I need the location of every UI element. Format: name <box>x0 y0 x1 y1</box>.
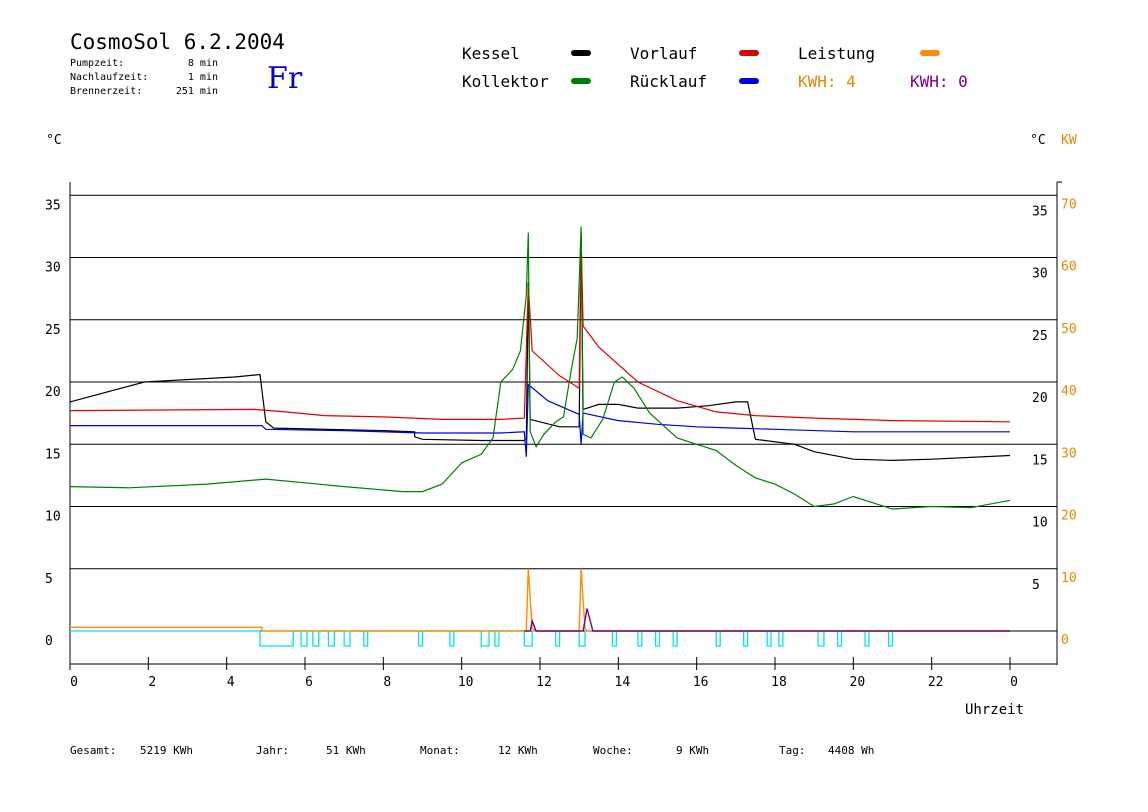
x-tick-label: 0 <box>1010 675 1018 690</box>
y-tick-label-right-kw: 40 <box>1061 384 1077 399</box>
x-axis-label: Uhrzeit <box>965 702 1025 718</box>
x-tick-label: 8 <box>383 675 391 690</box>
legend-leistung-label: Leistung <box>798 44 876 63</box>
footer-tag-value: 4408 Wh <box>828 744 875 757</box>
series-leistung <box>70 568 1010 632</box>
y-tick-label-left: 5 <box>45 572 53 587</box>
footer-woche-label: Woche: <box>593 744 633 757</box>
footer-gesamt-label: Gesamt: <box>70 744 117 757</box>
x-tick-label: 12 <box>536 675 552 690</box>
footer-monat-label: Monat: <box>420 744 460 757</box>
series-vorlauf <box>69 232 1011 423</box>
legend-kessel-swatch <box>571 50 591 56</box>
y-tick-label-right-kw: 0 <box>1061 633 1069 648</box>
y-tick-label-right-c: 30 <box>1032 267 1048 282</box>
legend-ruecklauf-swatch <box>739 78 759 84</box>
y-tick-label-left: 15 <box>45 447 61 462</box>
footer-tag-label: Tag: <box>779 744 806 757</box>
series-kessel <box>69 232 1011 462</box>
kwh-pump-label: KWH: 0 <box>910 72 968 91</box>
info-pumpzeit-label: Pumpzeit: <box>70 58 125 69</box>
y-tick-label-left: 20 <box>45 385 61 400</box>
info-brennerzeit-value: 251 min <box>175 86 218 97</box>
legend-ruecklauf-label: Rücklauf <box>630 72 708 91</box>
x-tick-label: 14 <box>615 675 631 690</box>
left-unit-label: °C <box>46 133 62 148</box>
tick-labels: 0 2 4 6 8 10 12 14 16 18 20 22 0 0 5 10 15 20 25 30 35 5 10 15 2… <box>45 197 1077 690</box>
axes <box>69 181 1062 670</box>
x-tick-label: 22 <box>928 675 944 690</box>
x-tick-label: 10 <box>458 675 474 690</box>
x-tick-label: 0 <box>70 675 78 690</box>
y-tick-label-left: 35 <box>45 198 61 213</box>
y-tick-label-right-c: 15 <box>1032 453 1048 468</box>
pump-pulses <box>70 630 1010 647</box>
x-tick-label: 6 <box>305 675 313 690</box>
y-tick-label-right-c: 5 <box>1032 578 1040 593</box>
right-unit-kw-label: KW <box>1061 133 1077 148</box>
x-tick-label: 18 <box>771 675 787 690</box>
y-tick-label-right-kw: 50 <box>1061 322 1077 337</box>
y-tick-label-right-kw: 60 <box>1061 260 1077 275</box>
y-tick-label-right-c: 25 <box>1032 329 1048 344</box>
y-tick-label-left: 30 <box>45 261 61 276</box>
info-pumpzeit-value: 8 min <box>187 58 218 69</box>
y-tick-label-right-c: 10 <box>1032 516 1048 531</box>
x-tick-label: 4 <box>227 675 235 690</box>
legend-kessel-label: Kessel <box>462 44 520 63</box>
x-tick-label: 2 <box>148 675 156 690</box>
y-tick-label-left: 0 <box>45 634 53 649</box>
legend-leistung-swatch <box>920 50 940 56</box>
info-nachlaufzeit-value: 1 min <box>187 72 218 83</box>
y-tick-label-right-kw: 10 <box>1061 571 1077 586</box>
weekday-label: Fr <box>267 61 303 96</box>
footer-monat-value: 12 KWh <box>498 744 538 757</box>
series-ruecklauf <box>70 383 1010 457</box>
legend-kollektor-swatch <box>571 78 591 84</box>
y-tick-label-right-c: 20 <box>1032 391 1048 406</box>
y-tick-label-left: 10 <box>45 510 61 525</box>
chart-title: CosmoSol 6.2.2004 <box>70 30 285 54</box>
footer-gesamt-value: 5219 KWh <box>140 744 193 757</box>
footer-jahr-label: Jahr: <box>256 744 290 757</box>
legend-kollektor-label: Kollektor <box>462 72 549 91</box>
pump-pulse-line <box>70 630 1010 647</box>
info-nachlaufzeit-label: Nachlaufzeit: <box>70 72 149 83</box>
y-tick-label-right-kw: 30 <box>1061 446 1077 461</box>
data-lines <box>69 226 1011 632</box>
x-tick-label: 16 <box>693 675 709 690</box>
y-tick-label-right-c: 35 <box>1032 204 1048 219</box>
series-kollektor <box>69 226 1011 510</box>
grid-lines <box>70 194 1057 632</box>
y-tick-label-right-kw: 70 <box>1061 197 1077 212</box>
footer-woche-value: 9 KWh <box>676 744 710 757</box>
y-tick-label-right-kw: 20 <box>1061 509 1077 524</box>
legend-vorlauf-label: Vorlauf <box>630 44 698 63</box>
series-kwh-0 <box>524 608 1010 632</box>
footer-jahr-value: 51 KWh <box>326 744 366 757</box>
y-tick-label-left: 25 <box>45 323 61 338</box>
legend-vorlauf-swatch <box>739 50 759 56</box>
kwh-leistung-label: KWH: 4 <box>798 72 856 91</box>
x-tick-label: 20 <box>850 675 866 690</box>
right-unit-celsius-label: °C <box>1030 133 1046 148</box>
info-brennerzeit-label: Brennerzeit: <box>70 86 143 97</box>
